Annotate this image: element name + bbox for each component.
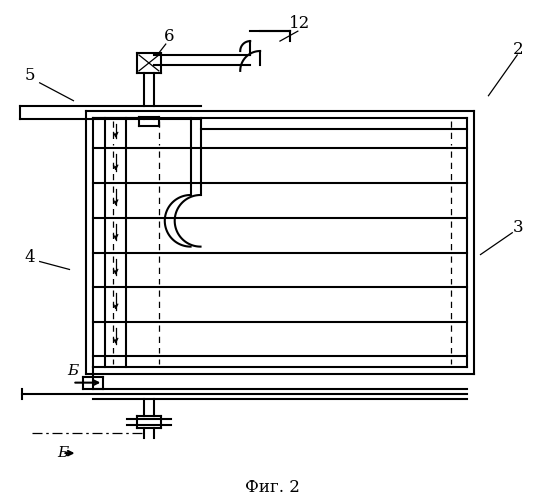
Text: 5: 5 <box>25 68 35 84</box>
Text: Фиг. 2: Фиг. 2 <box>245 480 299 496</box>
Text: Б: Б <box>57 446 68 460</box>
Text: 6: 6 <box>164 28 174 44</box>
Text: 2: 2 <box>513 40 524 58</box>
Text: 12: 12 <box>289 14 311 32</box>
Text: Б: Б <box>67 364 78 378</box>
Text: 3: 3 <box>513 220 524 236</box>
Text: 4: 4 <box>25 249 35 266</box>
